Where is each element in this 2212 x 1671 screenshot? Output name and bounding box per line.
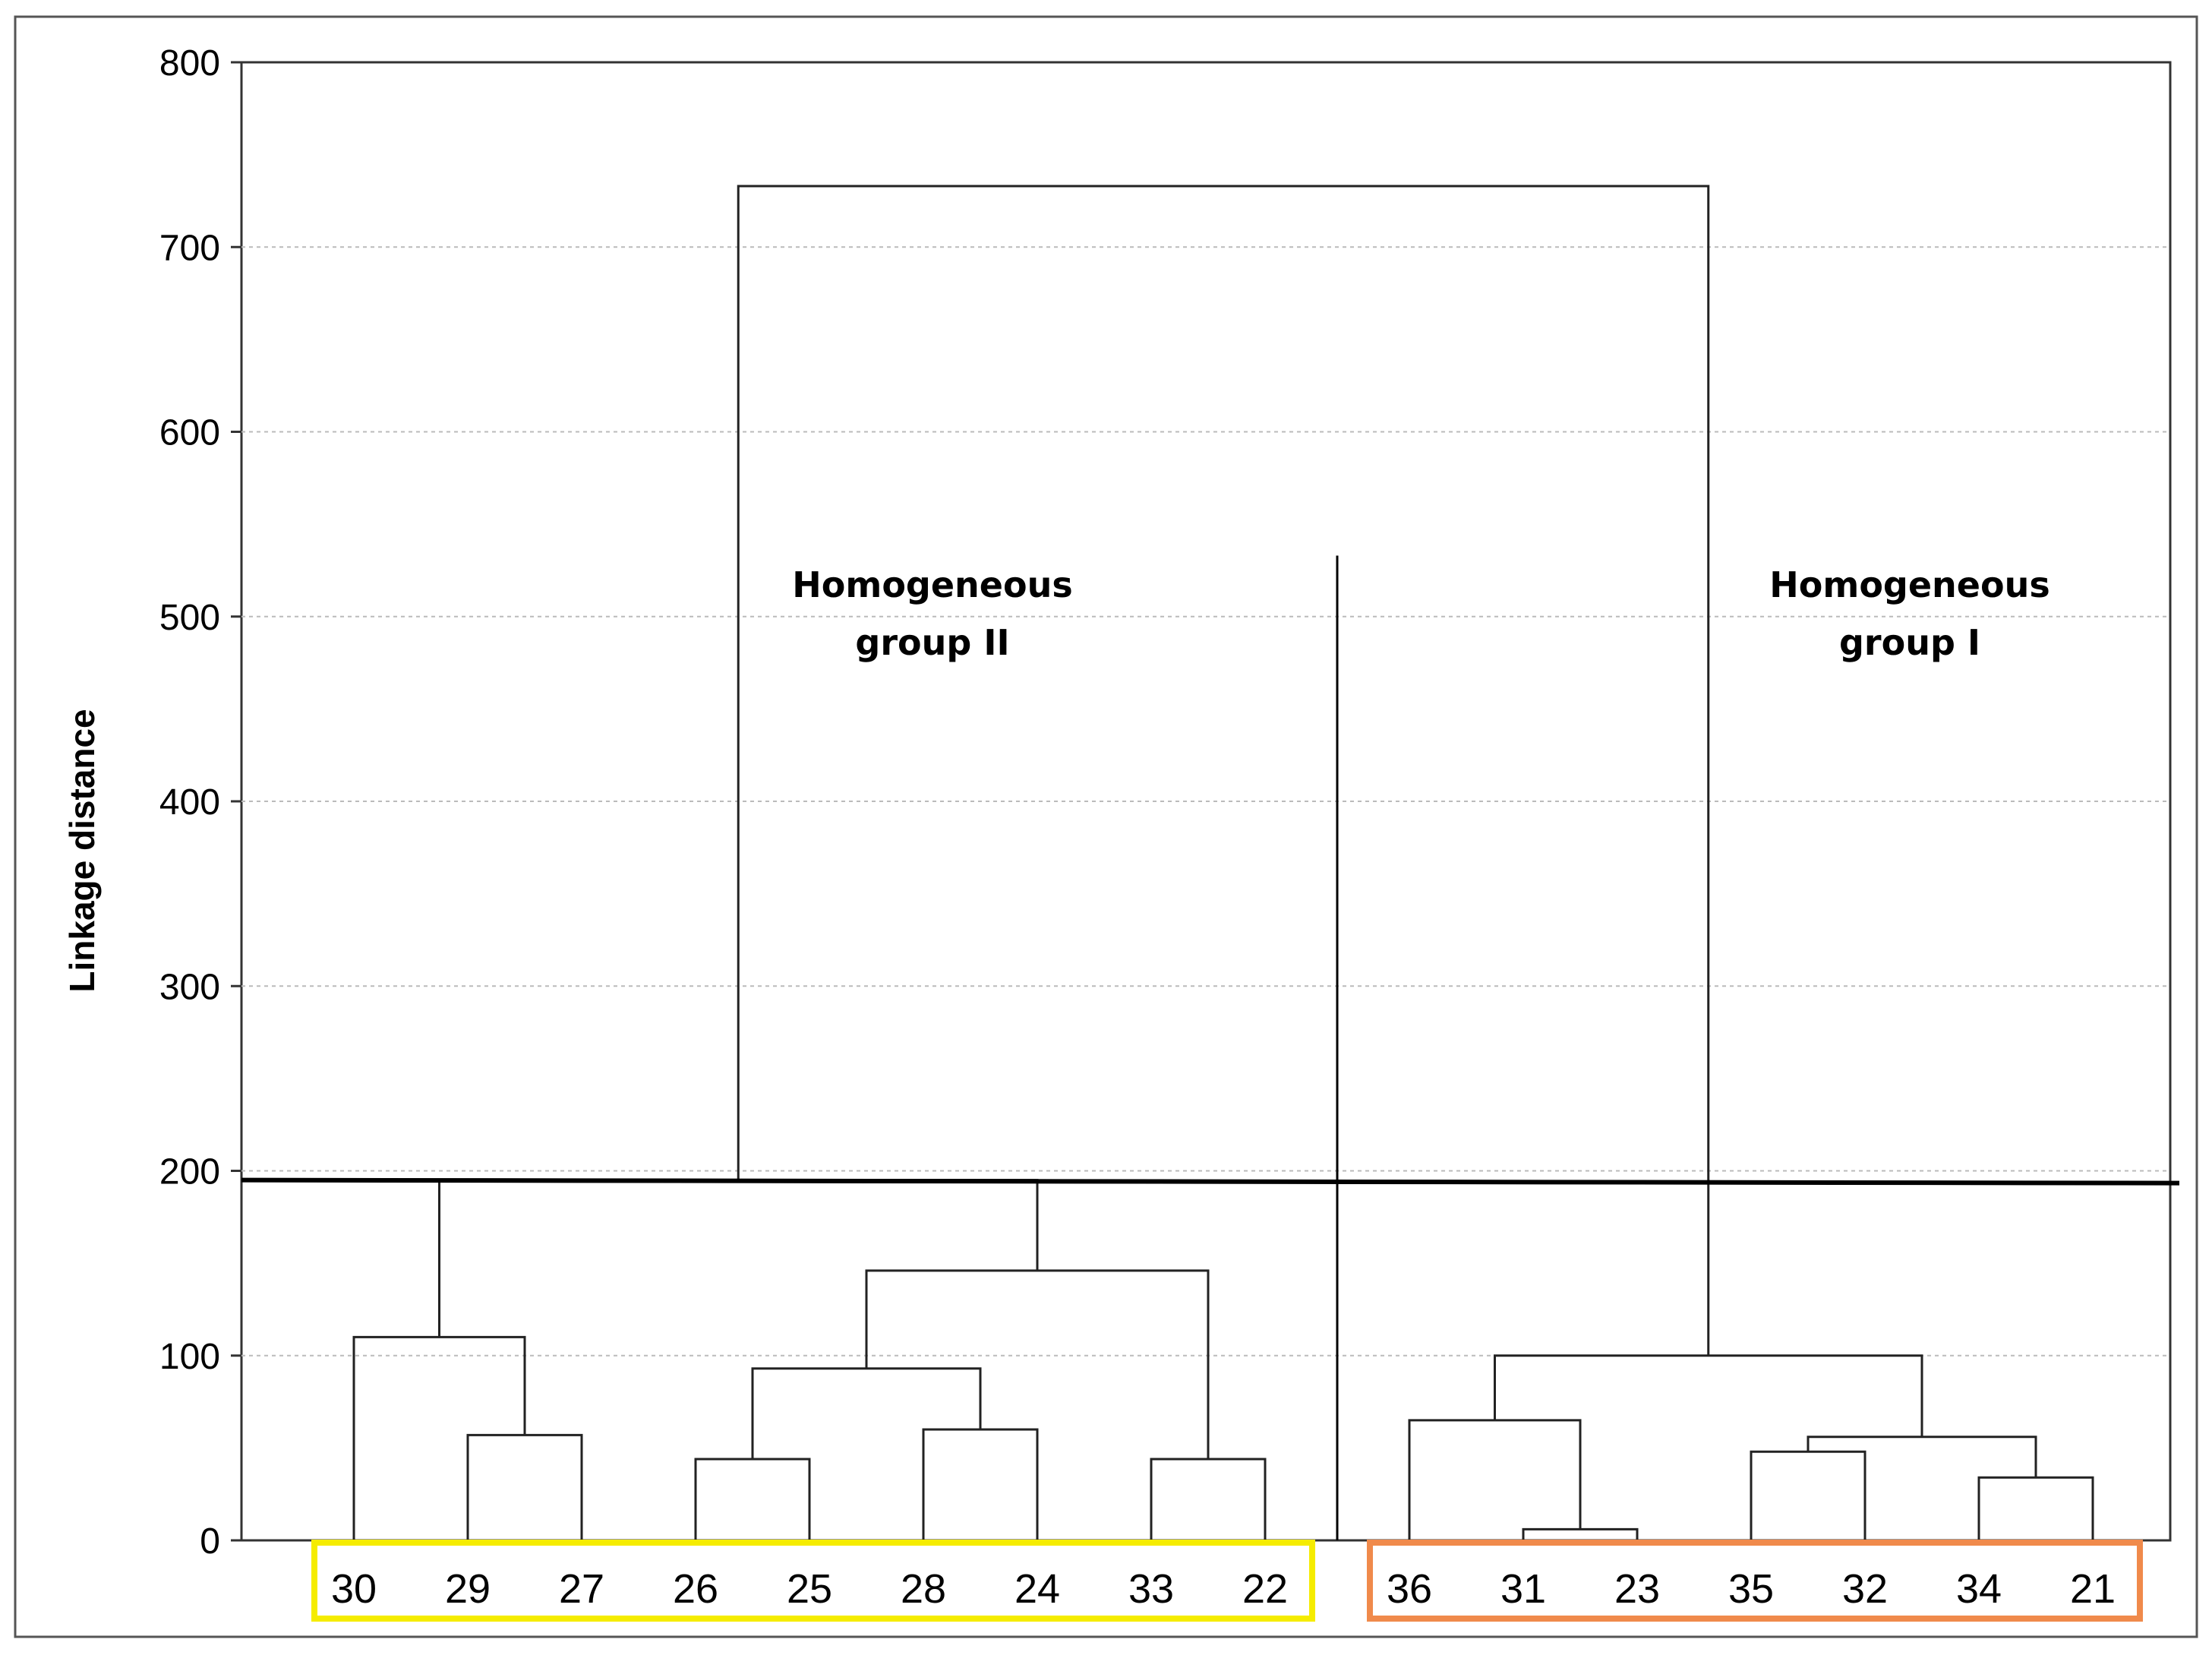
y-tick-label: 200 — [159, 1152, 220, 1192]
leaf-label: 27 — [559, 1566, 604, 1612]
annotation-text: group I — [1839, 622, 1980, 663]
y-tick-label: 600 — [159, 413, 220, 453]
dendrogram-link — [922, 1428, 1039, 1540]
dendrogram-links — [352, 185, 2094, 1540]
annotation-text: group II — [855, 622, 1009, 663]
dendrogram-link — [751, 1367, 982, 1459]
leaf-label: 33 — [1128, 1566, 1174, 1612]
y-tick-label: 0 — [200, 1521, 220, 1562]
leaf-label: 26 — [673, 1566, 718, 1612]
dendrogram-link — [466, 1433, 583, 1540]
leaf-label: 23 — [1614, 1566, 1660, 1612]
dendrogram-link — [1750, 1450, 1866, 1540]
y-axis-ticks: 0 100 200 300 400 500 600 700 800 — [159, 43, 241, 1562]
group-boxes — [311, 1540, 2143, 1622]
leaf-label: 32 — [1842, 1566, 1888, 1612]
dendrogram-link — [1408, 1419, 1582, 1540]
y-axis-label: Linkage distance — [62, 709, 102, 992]
leaf-label: 25 — [787, 1566, 832, 1612]
leaf-label: 36 — [1387, 1566, 1432, 1612]
leaf-label: 29 — [445, 1566, 491, 1612]
dendrogram-link — [1522, 1527, 1639, 1540]
leaf-label: 31 — [1500, 1566, 1546, 1612]
y-tick-label: 800 — [159, 43, 220, 84]
leaf-label: 21 — [2070, 1566, 2116, 1612]
leaf-labels: 30 29 27 26 25 28 24 33 22 36 31 23 35 32 34 21 — [331, 1566, 2116, 1612]
y-tick-label: 100 — [159, 1337, 220, 1377]
cut-line — [241, 1177, 2180, 1186]
dendrogram-link — [352, 1335, 526, 1540]
annotation-text: Homogeneous — [792, 564, 1072, 605]
group-box — [311, 1540, 1315, 1622]
y-tick-label: 300 — [159, 967, 220, 1007]
group-box — [1367, 1540, 2143, 1622]
dendrogram-link — [694, 1458, 811, 1540]
dendrogram-link — [737, 185, 1710, 1356]
leaf-label: 35 — [1728, 1566, 1774, 1612]
annotations: Homogeneous group II Homogeneous group I — [792, 564, 2049, 663]
figure-border — [14, 15, 2198, 1638]
annotation-text: Homogeneous — [1769, 564, 2049, 605]
y-tick-label: 500 — [159, 598, 220, 638]
leaf-label: 28 — [901, 1566, 946, 1612]
dendrogram-link — [1494, 1354, 1923, 1437]
dendrogram-link — [1807, 1436, 2037, 1478]
leaf-label: 30 — [331, 1566, 377, 1612]
y-tick-label: 700 — [159, 228, 220, 268]
leaf-label: 24 — [1014, 1566, 1060, 1612]
dendrogram-link — [1977, 1476, 2094, 1540]
dendrogram-link — [438, 1179, 1039, 1338]
y-tick-label: 400 — [159, 782, 220, 823]
dendrogram-link — [1150, 1458, 1267, 1540]
leaf-label: 34 — [1956, 1566, 2002, 1612]
gridlines — [241, 246, 2170, 1357]
leaf-label: 22 — [1242, 1566, 1288, 1612]
